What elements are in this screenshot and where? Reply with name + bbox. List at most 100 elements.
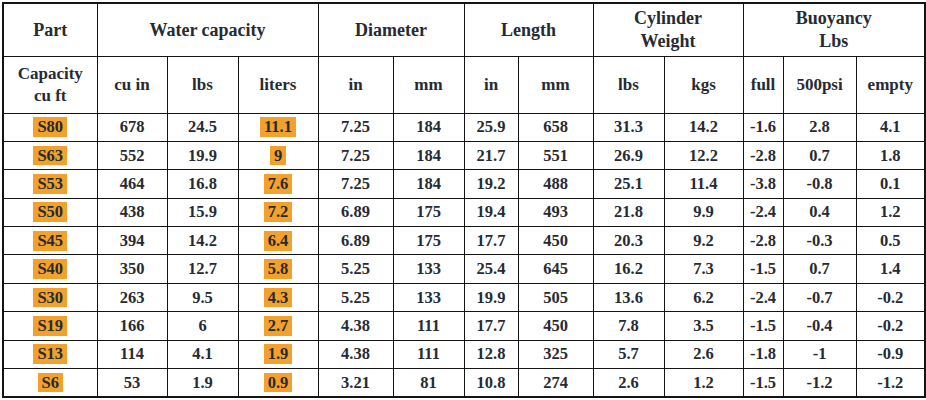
highlighted-value: 11.1 [260, 117, 296, 137]
sub-header-cell: liters [238, 56, 318, 113]
data-cell: 464 [97, 170, 167, 198]
data-cell: 658 [518, 113, 593, 141]
data-cell: 10.8 [464, 369, 518, 397]
highlighted-value: 4.3 [264, 288, 293, 308]
highlighted-value: S6 [38, 373, 63, 393]
data-cell: -0.2 [856, 283, 925, 311]
data-cell: -2.4 [743, 283, 783, 311]
data-cell: 12.7 [167, 255, 238, 283]
data-cell: 184 [393, 141, 464, 169]
data-cell: -0.7 [783, 283, 856, 311]
part-cell: S50 [3, 198, 97, 226]
table-row: S1916662.74.3811117.74507.83.5-1.5-0.4-0… [3, 312, 925, 340]
highlighted-value: S50 [33, 202, 67, 222]
sub-header-cell: 500psi [783, 56, 856, 113]
data-cell: 450 [518, 312, 593, 340]
data-cell: 1.9 [238, 340, 318, 368]
data-cell: 0.7 [783, 141, 856, 169]
data-cell: -0.8 [783, 170, 856, 198]
data-cell: 3.21 [318, 369, 393, 397]
part-cell: S19 [3, 312, 97, 340]
data-cell: -0.9 [856, 340, 925, 368]
highlighted-value: 1.9 [264, 344, 293, 364]
data-cell: 9 [238, 141, 318, 169]
header-group-cell: Buoyancy Lbs [743, 3, 925, 56]
sub-header-cell: in [464, 56, 518, 113]
data-cell: -1 [783, 340, 856, 368]
data-cell: 0.1 [856, 170, 925, 198]
data-cell: 21.7 [464, 141, 518, 169]
data-cell: 31.3 [593, 113, 664, 141]
data-cell: 12.2 [664, 141, 743, 169]
data-cell: -1.6 [743, 113, 783, 141]
sub-header-cell: lbs [593, 56, 664, 113]
data-cell: 6.89 [318, 227, 393, 255]
data-cell: 53 [97, 369, 167, 397]
data-cell: 6.4 [238, 227, 318, 255]
data-cell: 678 [97, 113, 167, 141]
data-cell: 7.25 [318, 141, 393, 169]
sub-header-cell: empty [856, 56, 925, 113]
data-cell: 24.5 [167, 113, 238, 141]
data-cell: 26.9 [593, 141, 664, 169]
table-row: S6531.90.93.218110.82742.61.2-1.5-1.2-1.… [3, 369, 925, 397]
data-cell: 1.2 [664, 369, 743, 397]
data-cell: 450 [518, 227, 593, 255]
sub-header-cell: lbs [167, 56, 238, 113]
cylinder-spec-table: PartWater capacityDiameterLengthCylinder… [2, 2, 926, 398]
data-cell: 274 [518, 369, 593, 397]
data-cell: -0.2 [856, 312, 925, 340]
highlighted-value: 7.2 [264, 202, 293, 222]
data-cell: 166 [97, 312, 167, 340]
highlighted-value: 7.6 [264, 174, 293, 194]
data-cell: 16.2 [593, 255, 664, 283]
data-cell: 11.4 [664, 170, 743, 198]
data-cell: 0.4 [783, 198, 856, 226]
data-cell: 263 [97, 283, 167, 311]
data-cell: 16.8 [167, 170, 238, 198]
highlighted-value: S13 [33, 344, 67, 364]
part-cell: S53 [3, 170, 97, 198]
table-row: S6355219.997.2518421.755126.912.2-2.80.7… [3, 141, 925, 169]
sub-header-cell: kgs [664, 56, 743, 113]
data-cell: 5.25 [318, 255, 393, 283]
data-cell: 81 [393, 369, 464, 397]
highlighted-value: S40 [33, 259, 67, 279]
highlighted-value: S19 [33, 316, 67, 336]
data-cell: 111 [393, 312, 464, 340]
data-cell: 4.1 [167, 340, 238, 368]
data-cell: 493 [518, 198, 593, 226]
data-cell: 133 [393, 255, 464, 283]
data-cell: 6.89 [318, 198, 393, 226]
part-cell: S45 [3, 227, 97, 255]
data-cell: 19.9 [167, 141, 238, 169]
data-cell: 2.6 [664, 340, 743, 368]
table-row: S5043815.97.26.8917519.449321.89.9-2.40.… [3, 198, 925, 226]
data-cell: 175 [393, 227, 464, 255]
data-cell: 5.25 [318, 283, 393, 311]
data-cell: 0.5 [856, 227, 925, 255]
header-group-cell: Cylinder Weight [593, 3, 743, 56]
table-body: S8067824.511.17.2518425.965831.314.2-1.6… [3, 113, 925, 397]
data-cell: 6 [167, 312, 238, 340]
data-cell: -2.4 [743, 198, 783, 226]
highlighted-value: 2.7 [264, 316, 293, 336]
data-cell: 19.9 [464, 283, 518, 311]
data-cell: 4.38 [318, 340, 393, 368]
header-group-cell: Part [3, 3, 97, 56]
data-cell: -1.2 [783, 369, 856, 397]
data-cell: -1.2 [856, 369, 925, 397]
data-cell: 111 [393, 340, 464, 368]
table-row: S8067824.511.17.2518425.965831.314.2-1.6… [3, 113, 925, 141]
highlighted-value: 0.9 [264, 373, 293, 393]
data-cell: -0.4 [783, 312, 856, 340]
table-row: S302639.54.35.2513319.950513.66.2-2.4-0.… [3, 283, 925, 311]
data-cell: -1.8 [743, 340, 783, 368]
data-cell: -1.5 [743, 312, 783, 340]
data-cell: 19.4 [464, 198, 518, 226]
sub-header-cell: cu in [97, 56, 167, 113]
data-cell: 0.9 [238, 369, 318, 397]
table-row: S5346416.87.67.2518419.248825.111.4-3.8-… [3, 170, 925, 198]
data-cell: 0.7 [783, 255, 856, 283]
table-row: S131144.11.94.3811112.83255.72.6-1.8-1-0… [3, 340, 925, 368]
